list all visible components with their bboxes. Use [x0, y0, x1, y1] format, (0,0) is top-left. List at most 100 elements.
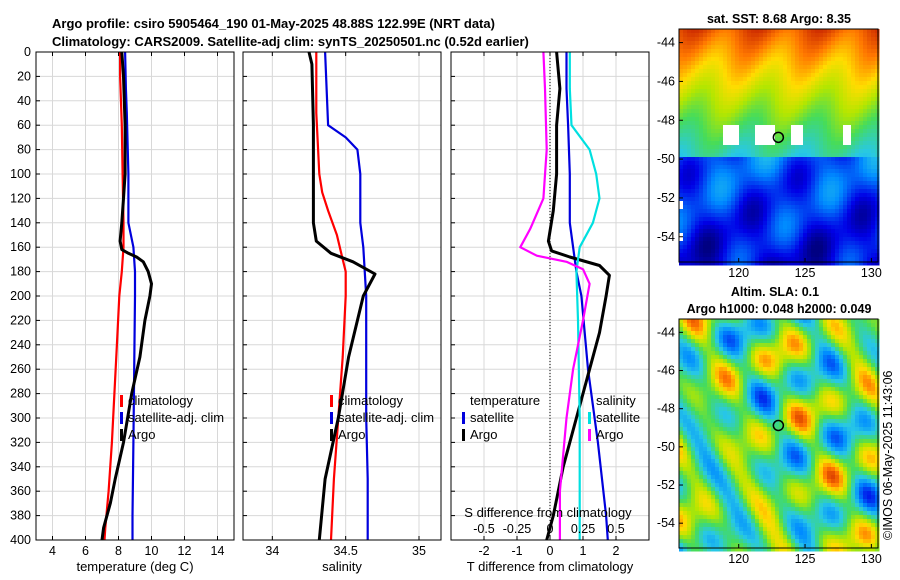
map-cell — [695, 209, 700, 214]
map-cell — [791, 29, 796, 34]
map-cell — [867, 173, 872, 178]
map-cell — [843, 339, 848, 344]
map-cell — [811, 81, 816, 86]
map-cell — [739, 407, 744, 412]
map-cell — [735, 355, 740, 360]
map-cell — [755, 153, 760, 158]
map-cell — [743, 351, 748, 356]
map-cell — [679, 407, 684, 412]
map-cell — [783, 117, 788, 122]
map-cell — [791, 137, 795, 141]
map-cell — [799, 45, 804, 50]
map-cell — [871, 153, 876, 158]
map-cell — [871, 375, 876, 380]
map-cell — [683, 319, 688, 324]
map-cell — [751, 415, 756, 420]
map-cell — [755, 101, 760, 106]
map-cell — [779, 343, 784, 348]
map-cell — [755, 145, 760, 150]
map-cell — [711, 217, 716, 222]
map-cell — [831, 387, 836, 392]
map-cell — [831, 177, 836, 182]
map-cell — [759, 161, 764, 166]
map-cell — [847, 133, 851, 137]
map-cell — [775, 339, 780, 344]
map-cell — [751, 157, 756, 162]
map-cell — [739, 359, 744, 364]
map-cell — [859, 189, 864, 194]
map-cell — [763, 185, 768, 190]
map-cell — [807, 447, 812, 452]
map-cell — [683, 387, 688, 392]
map-cell — [819, 455, 824, 460]
map-cell — [735, 261, 740, 266]
map-cell — [743, 77, 748, 82]
map-cell — [811, 439, 816, 444]
map-cell — [719, 61, 724, 66]
map-cell — [723, 331, 728, 336]
map-cell — [823, 77, 828, 82]
map-cell — [763, 391, 768, 396]
map-cell — [859, 447, 864, 452]
map-cell — [687, 431, 692, 436]
map-cell — [679, 49, 684, 54]
map-cell — [803, 435, 808, 440]
map-cell — [755, 427, 760, 432]
map-cell — [771, 81, 776, 86]
map-cell — [819, 253, 824, 258]
map-cell — [695, 339, 700, 344]
map-cell — [743, 113, 748, 118]
map-cell — [851, 327, 856, 332]
map-cell — [859, 105, 864, 110]
map-cell — [867, 181, 872, 186]
map-cell — [815, 327, 820, 332]
map-cell — [839, 77, 844, 82]
map-cell — [763, 213, 768, 218]
map-cell — [791, 237, 796, 242]
map-cell — [859, 331, 864, 336]
map-cell — [763, 77, 768, 82]
map-cell — [859, 45, 864, 50]
map-cell — [875, 375, 880, 380]
map-cell — [747, 29, 752, 34]
map-cell — [743, 451, 748, 456]
map-cell — [831, 339, 836, 344]
map-cell — [795, 205, 800, 210]
map-cell — [695, 343, 700, 348]
map-cell — [851, 371, 856, 376]
map-cell — [739, 363, 744, 368]
map-cell — [847, 375, 852, 380]
map-cell — [863, 387, 868, 392]
map-cell — [831, 335, 836, 340]
map-cell — [727, 193, 732, 198]
map-cell — [831, 427, 836, 432]
map-cell — [747, 415, 752, 420]
map-cell — [815, 347, 820, 352]
map-cell — [795, 97, 800, 102]
map-cell — [719, 197, 724, 202]
map-cell — [751, 113, 756, 118]
map-cell — [867, 343, 872, 348]
map-cell — [799, 403, 804, 408]
map-cell — [747, 253, 752, 258]
map-cell — [679, 415, 684, 420]
map-cell — [827, 335, 832, 340]
map-cell — [847, 145, 852, 150]
map-cell — [835, 363, 840, 368]
map-cell — [707, 85, 712, 90]
map-cell — [703, 391, 708, 396]
map-cell — [763, 201, 768, 206]
map-cell — [751, 213, 756, 218]
map-cell — [815, 93, 820, 98]
map-cell — [719, 253, 724, 258]
map-cell — [855, 451, 860, 456]
map-cell — [731, 257, 736, 262]
map-cell — [779, 89, 784, 94]
map-cell — [731, 165, 736, 170]
map-cell — [839, 351, 844, 356]
map-cell — [779, 93, 784, 98]
map-cell — [811, 101, 816, 106]
map-cell — [711, 125, 716, 130]
map-cell — [695, 117, 700, 122]
map-cell — [719, 165, 724, 170]
